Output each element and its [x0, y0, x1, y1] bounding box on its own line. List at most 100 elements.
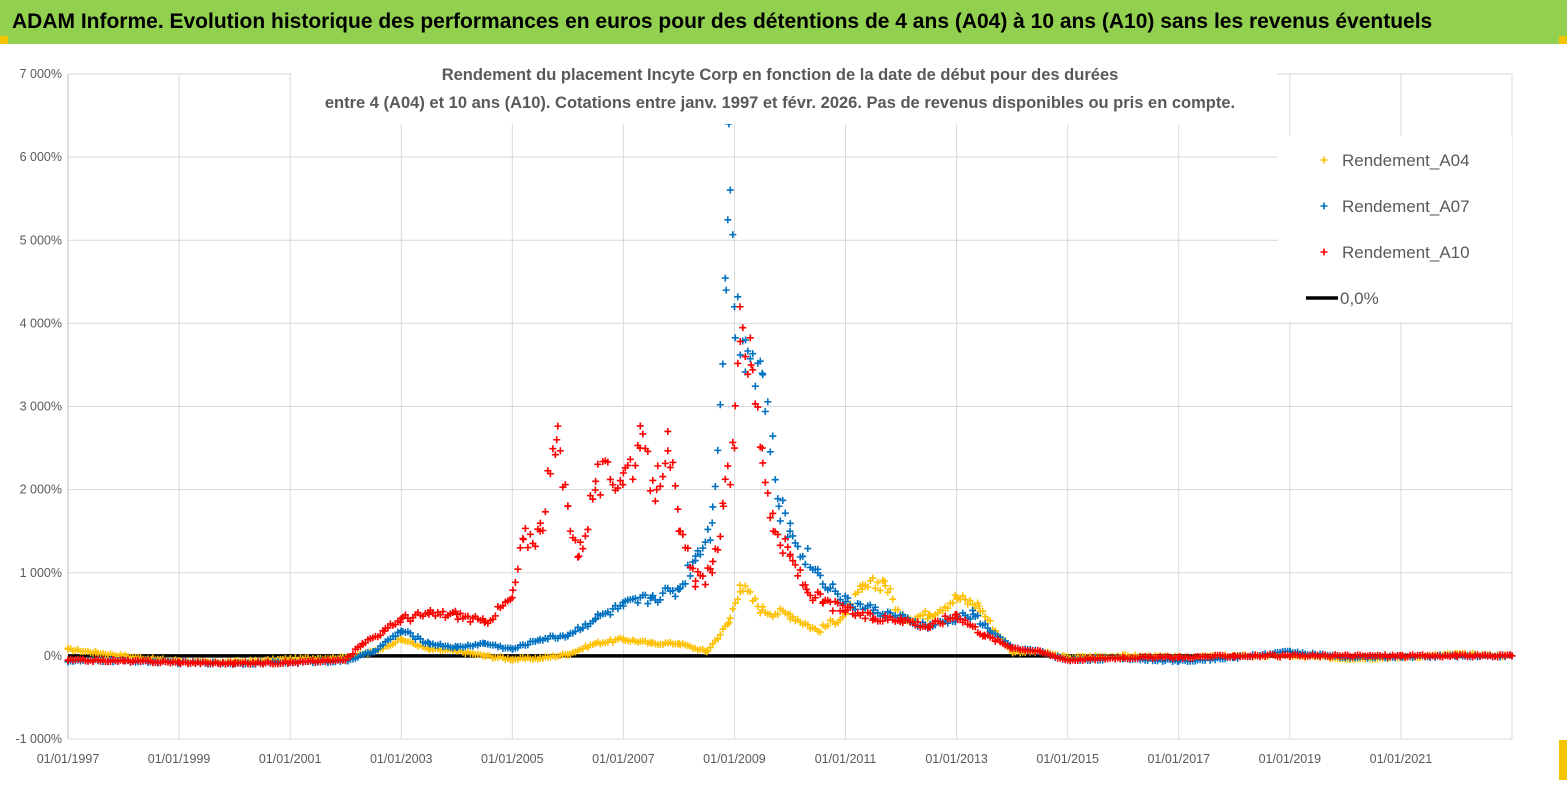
scatter-point — [856, 600, 864, 608]
scatter-point — [724, 462, 732, 470]
data-point — [730, 444, 738, 452]
scatter-point — [776, 517, 784, 525]
scatter-point — [689, 564, 697, 572]
scatter-point — [726, 481, 734, 489]
scatter-point — [656, 482, 664, 490]
scatter-point — [966, 615, 974, 623]
scatter-point — [806, 591, 814, 599]
scatter-point — [706, 644, 714, 652]
chart-grid — [67, 73, 1513, 740]
scatter-point — [694, 568, 702, 576]
legend-label: Rendement_A10 — [1342, 243, 1470, 262]
scatter-point — [571, 536, 579, 544]
scatter-point — [341, 656, 349, 664]
scatter-point — [816, 628, 824, 636]
scatter-point — [709, 503, 717, 511]
series-rendement-a10 — [64, 303, 1516, 668]
scatter-point — [746, 355, 754, 363]
y-tick-label: 7 000% — [20, 67, 62, 81]
scatter-point — [841, 608, 849, 616]
scatter-point — [749, 350, 757, 358]
scatter-point — [656, 596, 664, 604]
x-tick-label: 01/01/2007 — [592, 752, 655, 766]
y-tick-label: 5 000% — [20, 233, 62, 247]
scatter-point — [894, 606, 902, 614]
data-point — [653, 486, 661, 494]
scatter-point — [759, 459, 767, 467]
scatter-point — [549, 445, 557, 453]
scatter-point — [706, 536, 714, 544]
scatter-point — [839, 602, 847, 610]
scatter-point — [596, 491, 604, 499]
scatter-point — [816, 590, 824, 598]
x-tick-label: 01/01/2021 — [1370, 752, 1433, 766]
scatter-point — [634, 599, 642, 607]
y-tick-label: 1 000% — [20, 566, 62, 580]
scatter-point — [629, 475, 637, 483]
scatter-point — [719, 360, 727, 368]
scatter-point — [731, 402, 739, 410]
scatter-point — [716, 631, 724, 639]
scatter-point — [586, 492, 594, 500]
scatter-point — [384, 624, 392, 632]
scatter-point — [531, 542, 539, 550]
scatter-point — [944, 604, 952, 612]
scatter-point — [639, 430, 647, 438]
data-point — [592, 477, 600, 485]
scatter-point — [566, 527, 574, 535]
x-tick-label: 01/01/2001 — [259, 752, 322, 766]
scatter-point — [796, 566, 804, 574]
scatter-point — [864, 583, 872, 591]
scatter-point — [879, 576, 887, 584]
data-point — [747, 361, 755, 369]
scatter-point — [971, 623, 979, 631]
scatter-point — [799, 552, 807, 560]
x-tick-label: 01/01/2009 — [703, 752, 766, 766]
scatter-point — [701, 581, 709, 589]
scatter-point — [829, 580, 837, 588]
scatter-point — [769, 432, 777, 440]
scatter-point — [816, 571, 824, 579]
x-tick-label: 01/01/2017 — [1147, 752, 1210, 766]
scatter-point — [914, 618, 922, 626]
chart: -1 000% 0% 1 000% 2 000% 3 000% 4 000% 5 000% 6… — [15, 60, 1516, 766]
data-point — [708, 519, 716, 527]
scatter-point — [744, 347, 752, 355]
scatter-point — [836, 607, 844, 615]
scatter-point — [756, 443, 764, 451]
scatter-point — [784, 610, 792, 618]
scatter-point — [534, 525, 542, 533]
scatter-point — [691, 557, 699, 565]
scatter-point — [644, 600, 652, 608]
chart-marks — [64, 120, 1516, 668]
x-tick-label: 01/01/2015 — [1036, 752, 1099, 766]
scatter-point — [536, 519, 544, 527]
scatter-point — [714, 446, 722, 454]
x-tick-label: 01/01/1997 — [37, 752, 100, 766]
scatter-point — [711, 483, 719, 491]
scatter-point — [834, 599, 842, 607]
scatter-point — [539, 526, 547, 534]
scatter-point — [676, 527, 684, 535]
scatter-point — [774, 530, 782, 538]
scatter-point — [789, 557, 797, 565]
scatter-point — [764, 398, 772, 406]
x-tick-label: 01/01/2003 — [370, 752, 433, 766]
scatter-point — [736, 337, 744, 345]
chart-legend: Rendement_A04 Rendement_A07 Rendement_A10 0… — [1278, 136, 1512, 322]
legend-label: 0,0% — [1340, 289, 1379, 308]
scatter-point — [769, 509, 777, 517]
scatter-point — [801, 581, 809, 589]
scatter-point — [741, 582, 749, 590]
scatter-point — [456, 609, 464, 617]
scatter-point — [671, 592, 679, 600]
scatter-point — [726, 614, 734, 622]
scatter-point — [584, 525, 592, 533]
scatter-point — [786, 519, 794, 527]
scatter-point — [721, 475, 729, 483]
scatter-point — [741, 353, 749, 361]
legend-label: Rendement_A07 — [1342, 197, 1470, 216]
scatter-point — [526, 530, 534, 538]
scatter-point — [979, 607, 987, 615]
scatter-point — [521, 524, 529, 532]
